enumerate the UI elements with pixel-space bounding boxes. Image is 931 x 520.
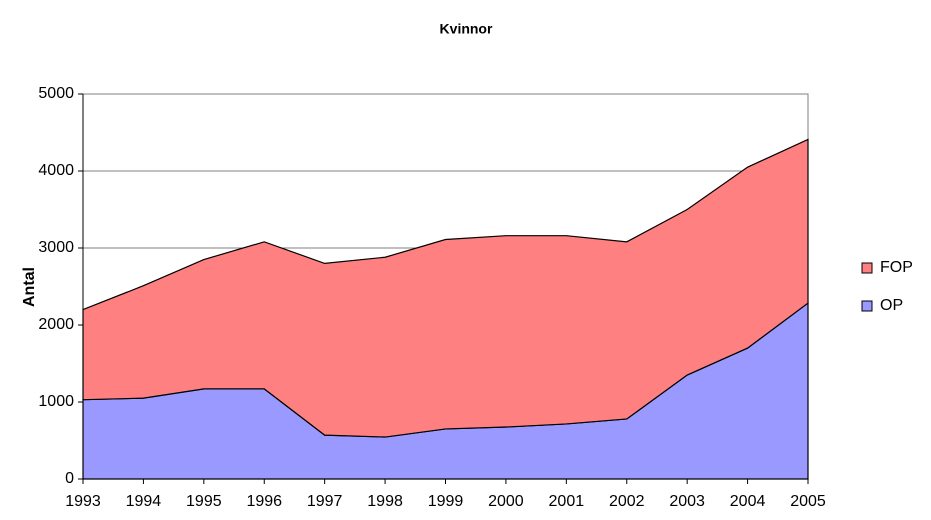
x-tick-label: 2004 [730, 493, 766, 510]
y-tick-label: 1000 [38, 393, 74, 410]
x-tick-label: 1993 [65, 493, 101, 510]
y-tick-label: 0 [65, 470, 74, 487]
legend-label: OP [880, 297, 903, 314]
y-tick-label: 5000 [38, 85, 74, 102]
y-tick-label: 2000 [38, 316, 74, 333]
x-tick-label: 2001 [549, 493, 585, 510]
legend-swatch [861, 262, 873, 274]
x-tick-label: 2002 [609, 493, 645, 510]
x-tick-label: 1994 [126, 493, 162, 510]
x-tick-label: 1998 [367, 493, 403, 510]
legend-swatch [861, 300, 873, 312]
y-tick-label: 3000 [38, 239, 74, 256]
y-tick-label: 4000 [38, 162, 74, 179]
x-tick-label: 1999 [428, 493, 464, 510]
chart-title: Kvinnor [440, 21, 493, 37]
x-tick-label: 1996 [246, 493, 282, 510]
x-tick-label: 2005 [790, 493, 826, 510]
x-tick-label: 2000 [488, 493, 524, 510]
y-axis-title: Antal [21, 267, 38, 307]
legend-label: FOP [880, 259, 913, 276]
x-tick-label: 2003 [669, 493, 705, 510]
area [82, 138, 809, 438]
x-tick-label: 1997 [307, 493, 343, 510]
x-tick-label: 1995 [186, 493, 222, 510]
